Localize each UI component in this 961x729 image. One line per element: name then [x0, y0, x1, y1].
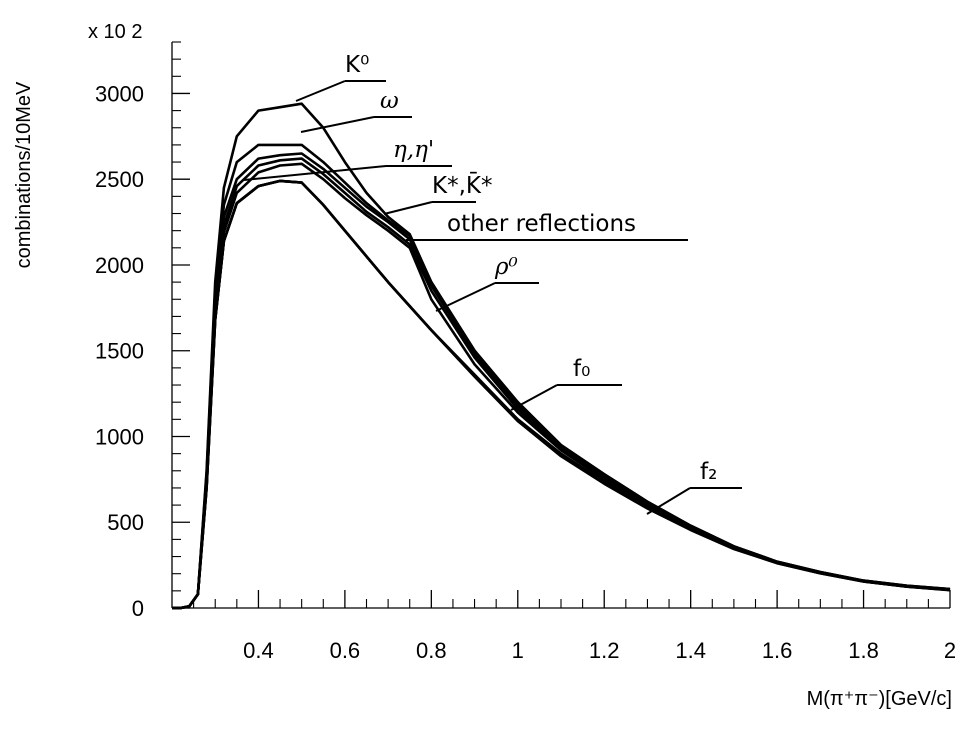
series-line-7	[172, 179, 951, 610]
annotation-leader	[300, 116, 375, 133]
annotation-leader	[646, 487, 691, 515]
x-tick-label: 1.6	[762, 638, 793, 663]
annotation-label: K*,K̄*	[432, 171, 492, 199]
y-axis-multiplier: x 10 2	[88, 21, 142, 43]
y-tick-label: 2000	[95, 253, 144, 278]
x-tick-label: 0.6	[330, 638, 361, 663]
annotation-leader	[295, 80, 346, 102]
annotation-label: η,η'	[393, 137, 434, 163]
annotation-leader	[435, 282, 496, 312]
x-tick-label: 0.4	[243, 638, 274, 663]
x-tick-label: 0.8	[416, 638, 447, 663]
annotation-label: ω	[380, 88, 399, 114]
annotation-label: f₀	[573, 356, 590, 382]
annotation-leader	[383, 201, 433, 215]
y-axis: 0 500 1000 1500 2000 2500 3000	[95, 41, 190, 621]
annotation-label: K⁰	[345, 52, 369, 78]
y-tick-label: 3000	[95, 81, 144, 106]
y-tick-label: 0	[132, 596, 144, 621]
x-tick-label: 1.8	[848, 638, 879, 663]
annotations: K⁰ ω η,η' K*,K̄* other reflections ρ⁰ f₀ f₂	[243, 52, 742, 515]
y-axis-title: combinations/10MeV	[13, 81, 35, 268]
annotation-label: other reflections	[447, 211, 636, 237]
annotation-label: f₂	[700, 459, 717, 485]
x-tick-label: 1	[512, 638, 524, 663]
y-tick-label: 500	[107, 510, 144, 535]
y-tick-label: 1500	[95, 339, 144, 364]
series-lines	[172, 102, 951, 610]
x-tick-label: 2	[944, 638, 956, 663]
x-axis-title: M(π⁺π⁻)[GeV/c]	[807, 688, 952, 710]
x-tick-label: 1.4	[675, 638, 706, 663]
x-tick-label: 1.2	[589, 638, 620, 663]
y-tick-label: 2500	[95, 167, 144, 192]
x-axis: 0.4 0.6 0.8 1 1.2 1.4 1.6 1.8 2	[193, 590, 956, 663]
annotation-leader	[510, 384, 558, 411]
annotation-leader	[243, 165, 387, 181]
y-tick-label: 1000	[95, 424, 144, 449]
annotation-label: ρ⁰	[494, 254, 518, 280]
